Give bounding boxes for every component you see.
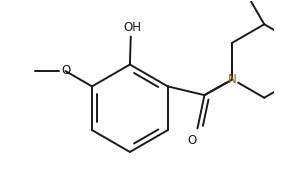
Text: N: N	[228, 73, 237, 86]
Text: OH: OH	[124, 21, 142, 34]
Text: O: O	[61, 64, 70, 77]
Text: O: O	[188, 134, 197, 147]
